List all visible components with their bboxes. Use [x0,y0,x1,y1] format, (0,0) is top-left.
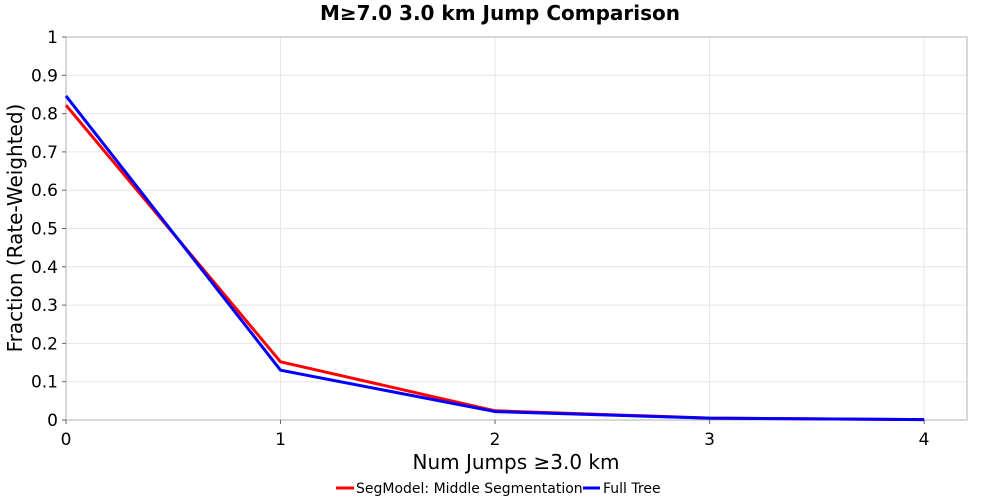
series [64,95,925,422]
y-axis-ticks: 0 0.1 0.2 0.3 0.4 0.5 0.6 0.7 0.8 0.9 1 [31,28,66,431]
series-line-fulltree [64,95,925,422]
y-tick-label: 0.9 [31,66,58,86]
y-tick-label: 0.4 [31,258,58,278]
x-axis-ticks: 0 1 2 3 4 [61,420,930,450]
y-tick-label: 0 [47,411,58,431]
x-tick-label: 3 [704,430,715,450]
y-tick-label: 0.5 [31,220,58,240]
y-tick-label: 0.6 [31,181,58,201]
y-tick-label: 0.2 [31,334,58,354]
x-tick-label: 0 [61,430,72,450]
y-tick-label: 0.8 [31,105,58,125]
y-axis-label: Fraction (Rate-Weighted) [3,104,27,353]
legend: SegModel: Middle Segmentation Full Tree [336,481,661,497]
x-axis-label: Num Jumps ≥3.0 km [413,450,620,474]
x-tick-label: 4 [919,430,930,450]
grid [65,36,967,421]
legend-label-segmodel: SegModel: Middle Segmentation [356,481,583,497]
y-tick-label: 0.7 [31,143,58,163]
y-tick-label: 0.1 [31,373,58,393]
y-tick-label: 0.3 [31,296,58,316]
chart-title: M≥7.0 3.0 km Jump Comparison [320,1,680,25]
legend-label-fulltree: Full Tree [603,481,661,497]
y-tick-label: 1 [47,28,58,48]
x-tick-label: 1 [275,430,286,450]
x-tick-label: 2 [490,430,501,450]
